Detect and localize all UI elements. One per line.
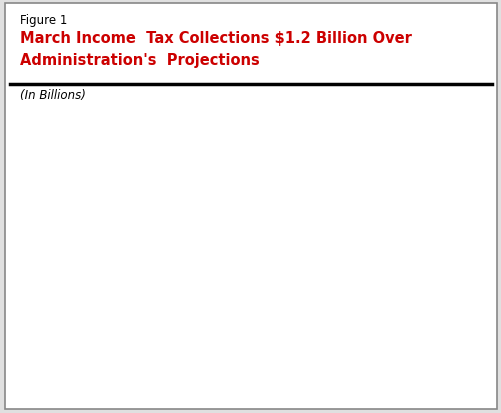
Text: Figure 1: Figure 1 bbox=[20, 14, 67, 27]
Bar bbox=[127, 178, 175, 380]
Bar bbox=[319, 287, 366, 380]
Text: Administration's  Projections: Administration's Projections bbox=[20, 52, 260, 67]
Bar bbox=[80, 119, 127, 380]
Text: $4: $4 bbox=[40, 99, 56, 112]
Bar bbox=[366, 309, 414, 380]
Text: (In Billions): (In Billions) bbox=[20, 89, 86, 102]
Text: March Income  Tax Collections $1.2 Billion Over: March Income Tax Collections $1.2 Billio… bbox=[20, 31, 411, 46]
Legend: Actual, DOF Projection: Actual, DOF Projection bbox=[358, 172, 480, 218]
